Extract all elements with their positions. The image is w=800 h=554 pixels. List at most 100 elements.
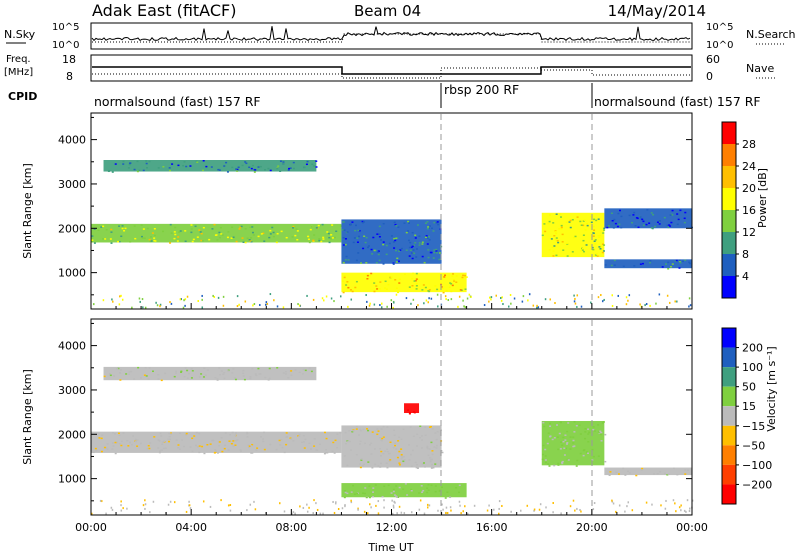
speckle xyxy=(244,228,247,230)
ground-speckle xyxy=(350,499,352,502)
speckle xyxy=(117,367,120,370)
speckle xyxy=(168,167,171,169)
speckle xyxy=(359,463,362,465)
ground-speckle xyxy=(410,302,412,305)
speckle xyxy=(592,232,595,234)
speckle xyxy=(257,166,260,168)
speckle xyxy=(223,371,226,374)
speckle xyxy=(313,437,316,440)
speckle xyxy=(590,221,593,224)
speckle xyxy=(348,440,351,443)
speckle xyxy=(635,217,638,219)
speckle xyxy=(294,369,297,371)
speckle xyxy=(561,462,564,465)
ground-speckle xyxy=(185,510,188,513)
speckle xyxy=(234,434,237,437)
speckle xyxy=(129,441,132,444)
speckle xyxy=(198,445,201,447)
speckle xyxy=(440,486,443,489)
speckle xyxy=(268,236,271,239)
speckle xyxy=(418,235,421,237)
speckle xyxy=(245,162,248,165)
speckle xyxy=(374,463,377,466)
speckle xyxy=(117,432,120,435)
speckle xyxy=(418,492,421,494)
speckle xyxy=(269,443,272,446)
speckle xyxy=(397,440,400,442)
speckle xyxy=(406,230,409,232)
speckle xyxy=(398,486,401,489)
speckle xyxy=(365,236,368,239)
speckle xyxy=(220,437,223,439)
speckle xyxy=(128,163,131,166)
ground-speckle xyxy=(574,509,576,512)
speckle xyxy=(586,452,589,455)
speckle xyxy=(569,219,572,222)
ground-speckle xyxy=(369,503,371,506)
speckle xyxy=(242,375,245,377)
speckle xyxy=(183,161,186,163)
speckle xyxy=(234,432,237,434)
speckle xyxy=(561,444,564,447)
ground-speckle xyxy=(273,299,275,302)
speckle xyxy=(386,448,389,450)
speckle xyxy=(427,256,430,259)
speckle xyxy=(257,235,260,238)
speckle xyxy=(190,367,193,370)
ground-speckle xyxy=(618,504,621,507)
ground-speckle xyxy=(444,295,447,298)
ground-speckle xyxy=(430,297,433,300)
speckle xyxy=(148,367,151,369)
speckle xyxy=(432,466,435,469)
speckle xyxy=(367,429,370,432)
colorbar-tick-label: −200 xyxy=(742,478,772,491)
ground-speckle xyxy=(188,500,190,503)
speckle xyxy=(649,259,652,262)
speckle xyxy=(372,236,375,239)
speckle xyxy=(356,237,359,239)
speckle xyxy=(549,422,552,425)
speckle xyxy=(622,265,625,268)
speckle xyxy=(223,165,226,167)
speckle xyxy=(411,277,414,280)
speckle xyxy=(142,169,145,172)
speckle xyxy=(663,472,666,475)
ground-speckle xyxy=(398,505,401,508)
ground-speckle xyxy=(265,512,267,515)
speckle xyxy=(551,246,554,249)
speckle xyxy=(375,262,378,264)
speckle xyxy=(119,372,122,374)
ground-speckle xyxy=(142,504,145,507)
speckle xyxy=(231,226,234,228)
nsky-panel-frame xyxy=(90,22,693,50)
ground-speckle xyxy=(102,299,105,302)
speckle xyxy=(400,455,403,457)
speckle xyxy=(420,485,423,487)
speckle xyxy=(307,235,310,238)
ground-speckle xyxy=(131,306,133,309)
speckle xyxy=(420,447,423,449)
speckle xyxy=(195,444,198,447)
speckle xyxy=(204,374,207,376)
speckle xyxy=(379,281,382,283)
speckle xyxy=(670,266,673,268)
speckle xyxy=(686,469,689,471)
speckle xyxy=(649,261,652,264)
speckle xyxy=(289,437,292,439)
ground-speckle xyxy=(645,501,648,504)
speckle xyxy=(304,438,307,441)
nsky-label: N.Sky xyxy=(4,28,36,41)
speckle xyxy=(236,168,239,171)
ground-speckle xyxy=(375,504,377,507)
speckle xyxy=(363,463,366,466)
speckle xyxy=(604,460,607,463)
speckle xyxy=(332,441,335,444)
speckle xyxy=(591,448,594,451)
speckle xyxy=(358,434,361,436)
speckle xyxy=(303,447,306,449)
speckle xyxy=(182,164,185,167)
speckle xyxy=(382,222,385,225)
speckle xyxy=(436,252,439,254)
ground-speckle xyxy=(266,302,269,305)
speckle xyxy=(572,436,575,438)
